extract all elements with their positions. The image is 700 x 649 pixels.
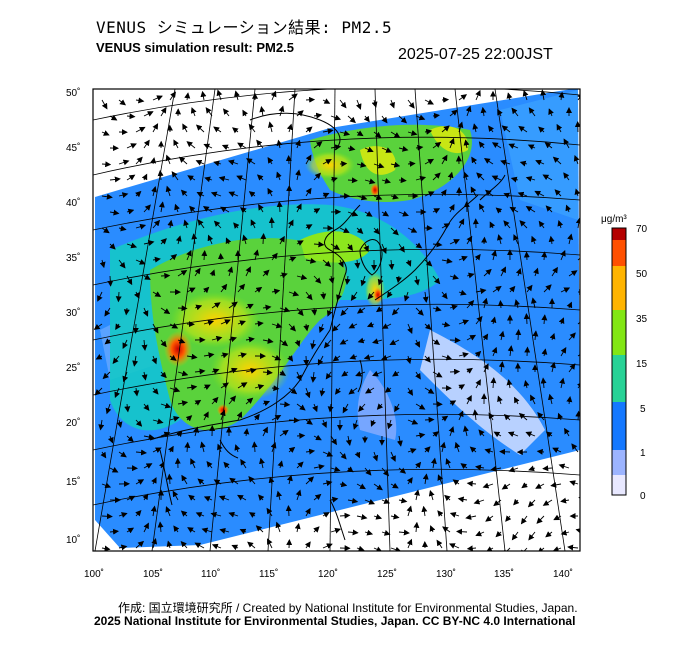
lon-label: 105˚ bbox=[143, 568, 163, 580]
lat-label: 40˚ bbox=[66, 197, 80, 209]
colorbar-tick: 35 bbox=[636, 314, 648, 325]
lat-label: 45˚ bbox=[66, 142, 80, 154]
map-frame bbox=[92, 88, 581, 552]
wind-vectors bbox=[93, 89, 580, 551]
colorbar-tick: 0 bbox=[640, 491, 646, 502]
coastlines bbox=[149, 112, 506, 541]
colorbar-tick: 1 bbox=[640, 448, 646, 459]
colorbar-tick: 5 bbox=[640, 404, 646, 415]
lat-label: 20˚ bbox=[66, 417, 80, 429]
lat-label: 15˚ bbox=[66, 476, 80, 488]
colorbar-unit: μg/m³ bbox=[601, 214, 627, 225]
lon-label: 135˚ bbox=[494, 568, 514, 580]
lat-label: 35˚ bbox=[66, 252, 80, 264]
lon-label: 125˚ bbox=[377, 568, 397, 580]
latitude-labels: 50˚ 45˚ 40˚ 35˚ 30˚ 25˚ 20˚ 15˚ 10˚ bbox=[66, 87, 80, 546]
credit-line: 作成: 国立環境研究所 / Created by National Instit… bbox=[118, 601, 578, 615]
lat-label: 25˚ bbox=[66, 362, 80, 374]
title-english: VENUS simulation result: PM2.5 bbox=[96, 40, 294, 55]
lon-label: 100˚ bbox=[84, 568, 104, 580]
title-japanese: VENUS シミュレーション結果: PM2.5 bbox=[96, 18, 393, 37]
longitude-labels: 100˚ 105˚ 110˚ 115˚ 120˚ 125˚ 130˚ 135˚ … bbox=[84, 568, 573, 580]
lon-label: 140˚ bbox=[553, 568, 573, 580]
lon-label: 120˚ bbox=[318, 568, 338, 580]
colorbar: μg/m³ 70 50 35 15 5 1 0 bbox=[601, 214, 648, 502]
colorbar-tick: 15 bbox=[636, 359, 648, 370]
copyright-line: 2025 National Institute for Environmenta… bbox=[94, 614, 576, 628]
colorbar-tick: 50 bbox=[636, 269, 648, 280]
colorbar-tick: 70 bbox=[636, 224, 648, 235]
lat-label: 30˚ bbox=[66, 307, 80, 319]
lon-label: 115˚ bbox=[259, 568, 278, 580]
lon-label: 130˚ bbox=[436, 568, 456, 580]
model-domain bbox=[95, 89, 580, 548]
lat-label: 10˚ bbox=[66, 534, 80, 546]
lat-label: 50˚ bbox=[66, 87, 80, 99]
low-conc-area bbox=[420, 330, 545, 455]
lon-label: 110˚ bbox=[201, 568, 220, 580]
timestamp: 2025-07-25 22:00JST bbox=[398, 46, 553, 63]
